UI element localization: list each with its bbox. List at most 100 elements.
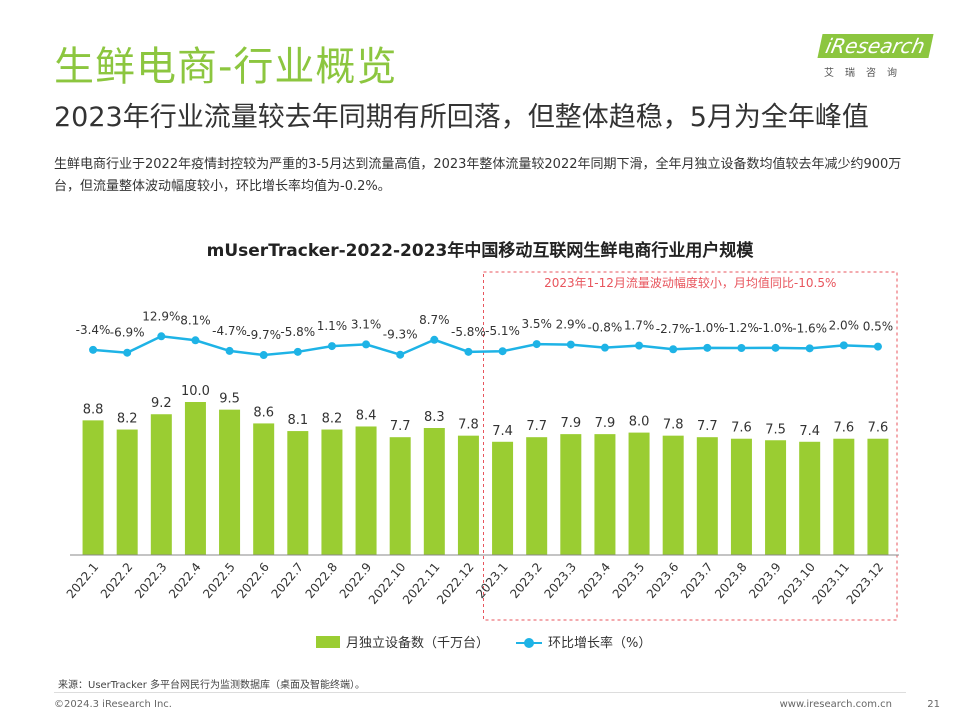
bar-value-label-2023.8: 7.6 [731,421,752,436]
bar-2022.8 [321,429,343,555]
growth-line-series: -3.4% -6.9%12.9% 8.1%-4.7% -9.7% -5.8% 1.1% 3.… [76,309,894,360]
bar-value-label-2023.11: 7.6 [833,421,854,436]
x-tick-2023.5: 2023.5 [610,560,648,601]
growth-point-2022.7 [293,347,302,356]
x-tick-2023.7: 2023.7 [678,560,716,601]
bar-2023.2 [526,437,548,555]
growth-line [92,335,878,357]
bar-2023.11 [833,438,855,555]
logo-subtitle: 艾瑞咨询 [824,68,908,79]
iresearch-logo: iResearch 艾瑞咨询 [814,34,934,84]
bar-2022.4 [184,402,206,555]
bar-2023.4 [594,434,616,555]
bar-value-label-2022.6: 8.6 [253,405,274,420]
bar-2022.5 [219,409,241,555]
bar-2022.3 [150,414,172,555]
bar-value-label-2023.7: 7.7 [697,419,718,434]
x-tick-2023.8: 2023.8 [712,560,750,601]
x-tick-2022.2: 2022.2 [98,560,136,601]
page-description: 生鲜电商行业于2022年疫情封控较为严重的3-5月达到流量高值，2023年整体流… [54,157,902,194]
x-tick-2022.7: 2022.7 [268,560,306,601]
growth-label-2022.7: -5.8% [280,325,315,339]
growth-label-2022.3: 12.9% [142,309,180,323]
growth-label-2023.2: 3.5% [521,317,552,331]
growth-label-2022.10: -9.3% [383,328,418,342]
footer-divider [54,692,906,693]
growth-label-2022.1: -3.4% [76,323,111,337]
legend-line-marker [524,638,534,648]
growth-label-2023.3: 2.9% [556,318,587,332]
x-tick-2023.3: 2023.3 [541,560,579,601]
growth-label-2023.5: 1.7% [624,319,655,333]
x-tick-2022.4: 2022.4 [166,560,204,601]
x-tick-2022.5: 2022.5 [200,560,238,601]
bar-value-label-2022.7: 8.1 [287,413,308,428]
x-axis-labels: 2022.12022.22022.32022.42022.52022.62022… [64,560,887,607]
bar-2022.6 [253,423,275,555]
bar-2023.1 [492,441,514,555]
growth-point-2023.11 [839,341,848,350]
growth-label-2023.11: 2.0% [829,318,860,332]
annotation-dashed-box [483,271,898,621]
growth-label-2022.12: -5.8% [451,325,486,339]
growth-point-2022.4 [191,336,200,345]
user-scale-chart: 2023年1-12月流量波动幅度较小，月均值同比-10.5% 8.8 8.2 9.2… [64,271,899,621]
bar-value-label-2023.3: 7.9 [560,416,581,431]
growth-point-2023.5 [635,341,644,350]
growth-label-2022.9: 3.1% [351,317,382,331]
bar-2022.11 [423,428,445,555]
bar-2023.3 [560,434,582,555]
bar-value-label-2023.1: 7.4 [492,424,513,439]
growth-point-2022.10 [396,350,405,359]
growth-label-2023.9: -1.0% [758,321,793,335]
growth-label-2022.4: 8.1% [180,313,211,327]
bar-2023.9 [765,440,787,555]
growth-label-2022.6: -9.7% [246,328,281,342]
growth-label-2023.4: -0.8% [588,321,623,335]
bar-value-label-2022.2: 8.2 [117,412,138,427]
bar-2023.10 [799,441,821,555]
x-tick-2022.1: 2022.1 [64,560,102,601]
growth-point-2022.5 [225,346,234,355]
legend-bar-swatch [316,636,340,648]
growth-label-2023.6: -2.7% [656,322,691,336]
bar-value-label-2022.12: 7.8 [458,418,479,433]
bar-value-label-2022.3: 9.2 [151,396,172,411]
growth-point-2022.12 [464,347,473,356]
logo-name: iResearch [817,34,934,58]
bar-value-label-2022.11: 8.3 [424,410,445,425]
x-tick-2022.6: 2022.6 [234,560,272,601]
bar-2023.12 [867,438,889,555]
growth-label-2023.7: -1.0% [690,321,725,335]
bar-value-label-2023.12: 7.6 [868,421,889,436]
growth-point-2023.6 [669,345,678,354]
bar-value-label-2023.2: 7.7 [526,419,547,434]
x-tick-2022.12: 2022.12 [434,560,477,607]
growth-point-2023.3 [566,340,575,349]
bar-2022.10 [389,437,411,555]
x-tick-2023.1: 2023.1 [473,560,511,601]
growth-label-2023.8: -1.2% [724,321,759,335]
page-number: 21 [927,699,940,710]
page-subtitle: 2023年行业流量较去年同期有所回落，但整体趋稳，5月为全年峰值 [54,102,869,133]
bar-2023.7 [696,437,718,555]
growth-label-2023.12: 0.5% [863,320,894,334]
growth-point-2022.1 [89,345,98,354]
bar-value-label-2023.4: 7.9 [595,416,616,431]
growth-point-2022.8 [327,342,336,351]
growth-label-2022.8: 1.1% [317,319,348,333]
bar-2023.5 [628,432,650,555]
x-tick-2022.3: 2022.3 [132,560,170,601]
growth-point-2022.3 [157,332,166,341]
bar-value-label-2023.10: 7.4 [799,424,820,439]
growth-label-2022.2: -6.9% [110,326,145,340]
growth-point-2023.12 [873,342,882,351]
bar-value-label-2022.8: 8.2 [322,412,343,427]
growth-point-2023.9 [771,343,780,352]
bar-series: 8.8 8.2 9.2 10.0 9.5 8.6 8.1 8.2 8.4 7.7 8.3 7.8 7.4… [82,384,889,555]
bar-2022.7 [287,431,309,555]
bar-value-label-2022.5: 9.5 [219,392,240,407]
bar-2022.9 [355,426,377,555]
bar-value-label-2023.6: 7.8 [663,418,684,433]
legend-bar-label: 月独立设备数（千万台） [346,636,490,651]
